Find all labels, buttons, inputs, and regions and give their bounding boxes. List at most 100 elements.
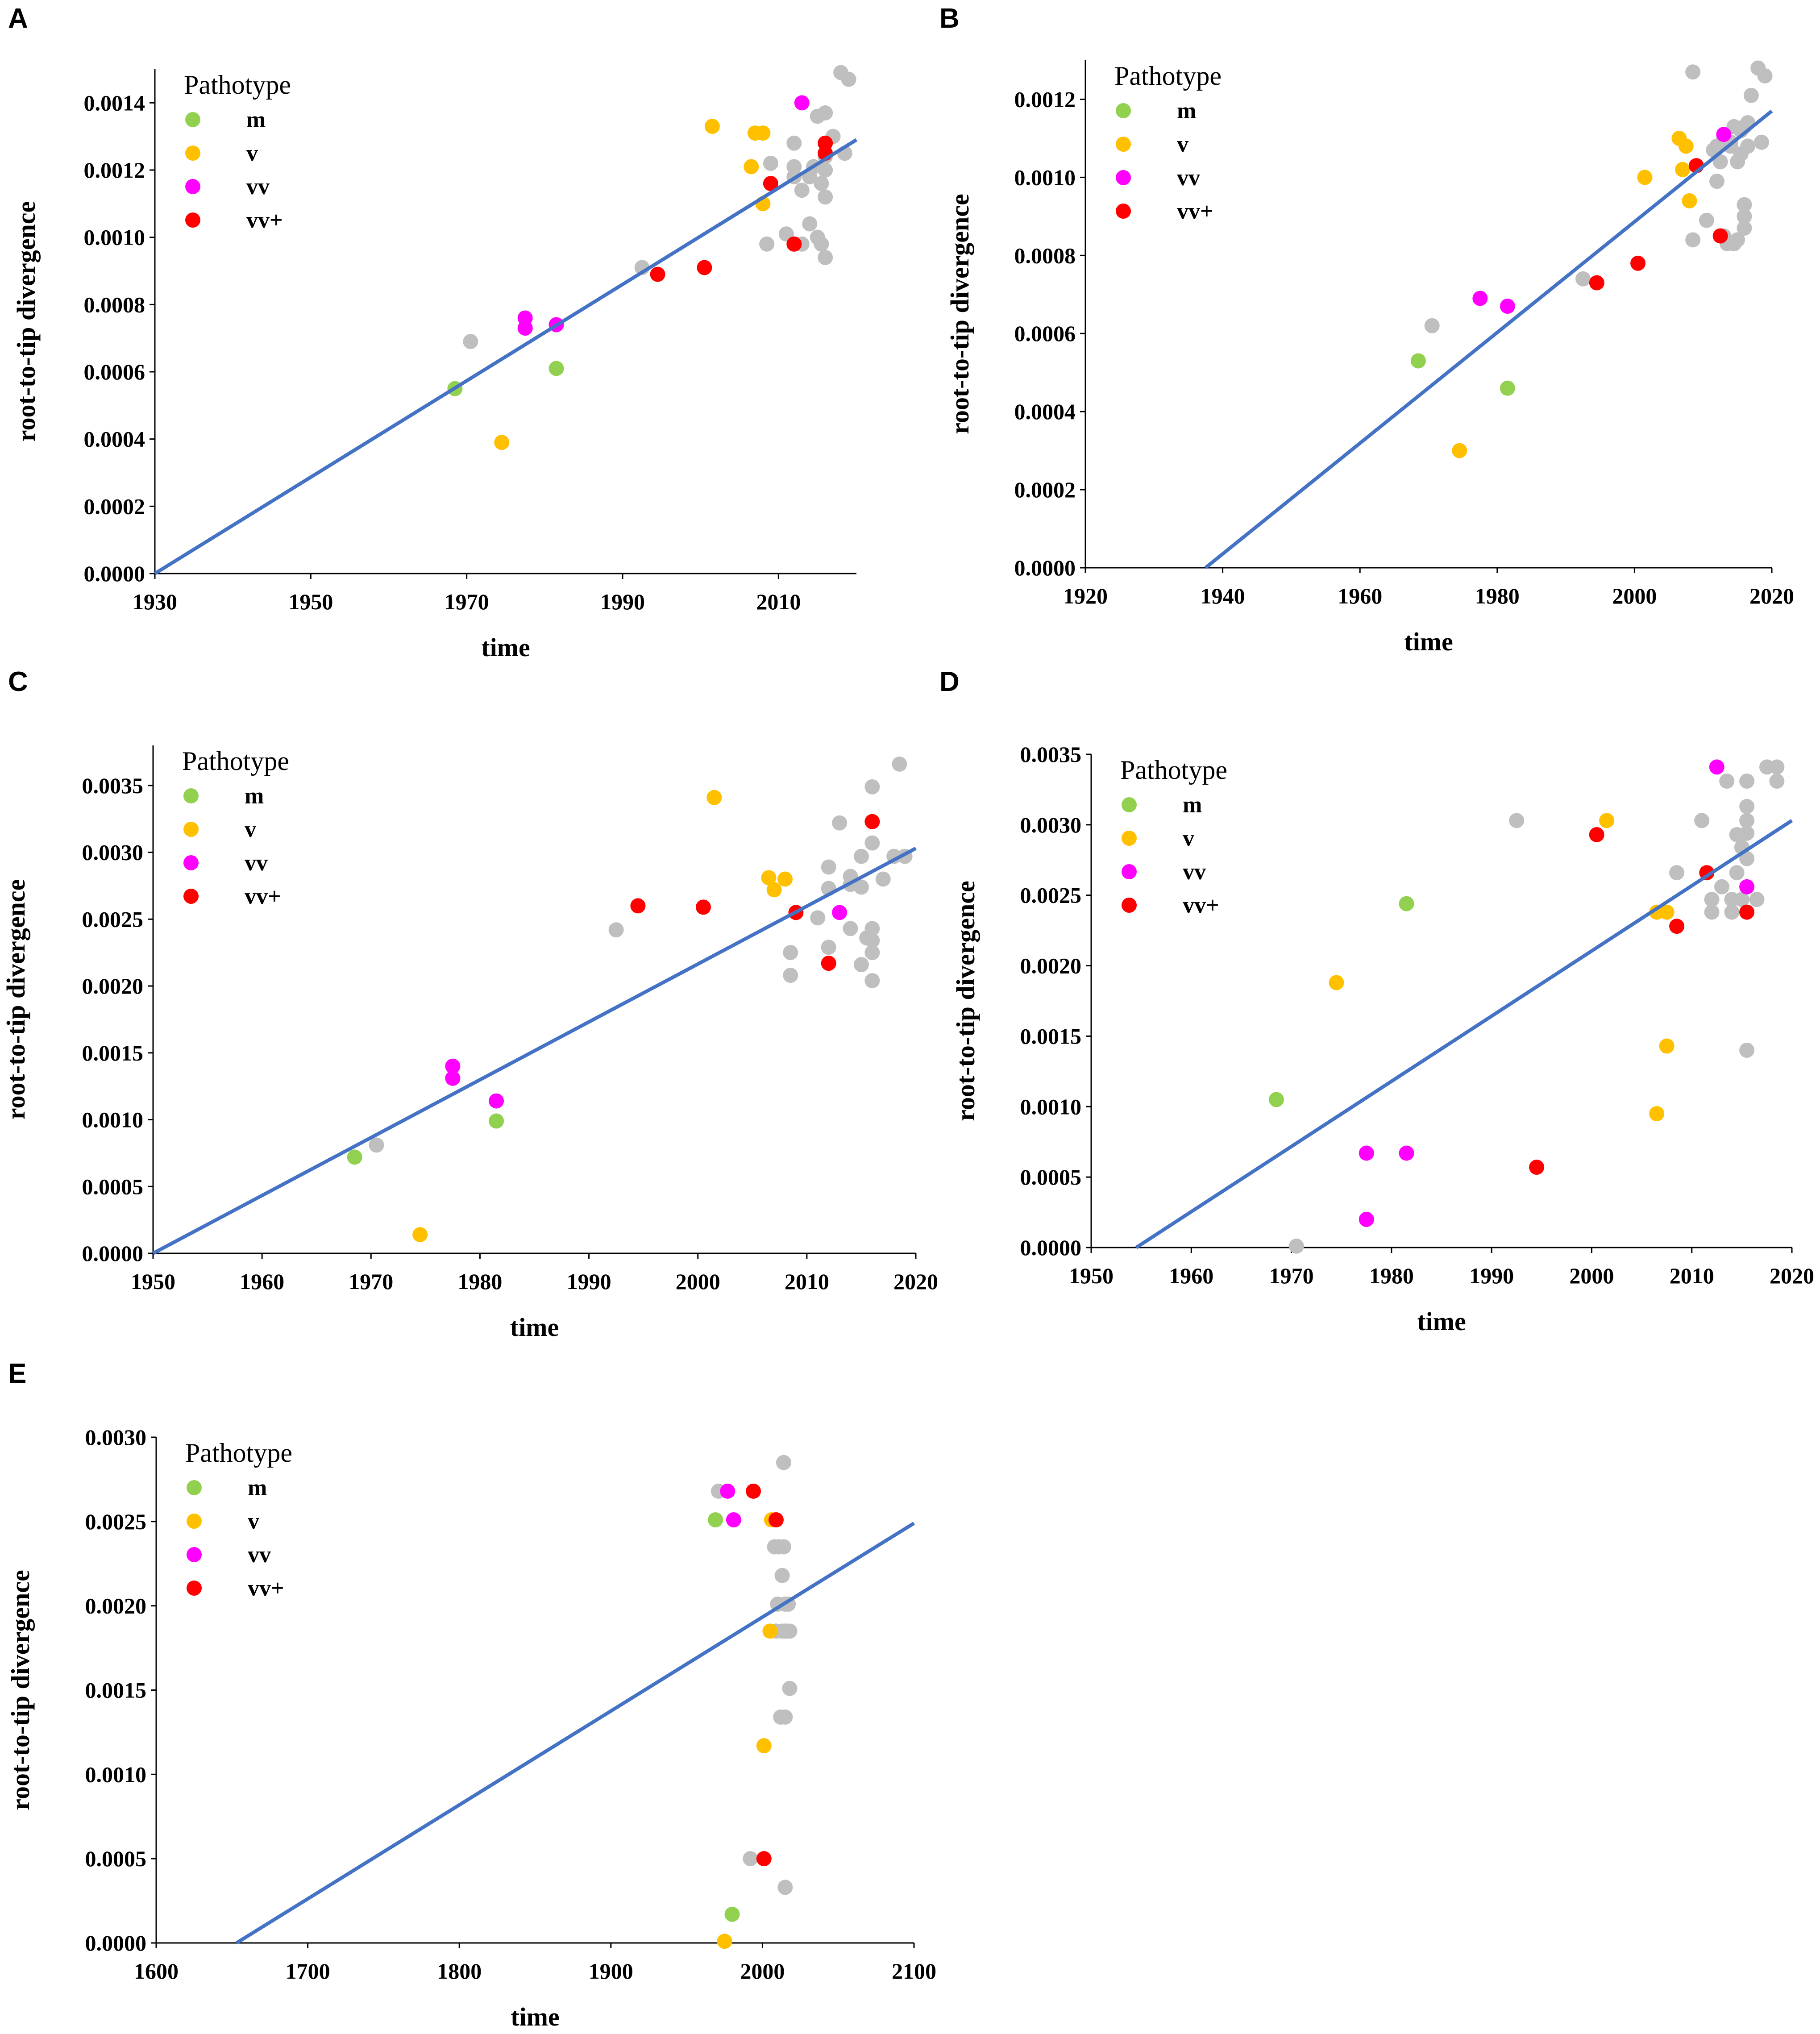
panel-e-x-tick-label: 2000 (740, 1959, 785, 1984)
panel-e-point-m (724, 1906, 740, 1922)
panel-d-x-tick-label: 2010 (1670, 1263, 1714, 1288)
panel-a-legend-label-vv: vv (246, 174, 270, 200)
panel-c-legend-label-v: v (245, 817, 256, 842)
panel-c-point-unassigned (853, 849, 869, 864)
panel-e-legend-marker-vv-plus (187, 1581, 202, 1596)
panel-a-x-tick-label: 1990 (600, 589, 645, 614)
panel-d-point-v (1599, 813, 1615, 828)
panel-a-y-tick-label: 0.0014 (84, 90, 145, 115)
panel-d-legend-marker-v (1122, 831, 1137, 846)
panel-c-y-tick-label: 0.0035 (82, 773, 144, 798)
panel-c-point-unassigned (864, 933, 880, 948)
panel-d-point-v (1649, 1106, 1665, 1122)
panel-e-y-tick-label: 0.0010 (85, 1762, 147, 1787)
panel-a-point-vv-plus (697, 260, 712, 275)
panel-d: D 0.0000 0.0005 0.0010 0.0015 0.0020 0.0025 0.0… (939, 666, 1814, 1336)
panel-c-point-v (766, 882, 782, 898)
panel-e-point-v (756, 1738, 772, 1754)
panel-c-legend-marker-vv-plus (183, 889, 199, 904)
panel-b-y-axis-title: root-to-tip divergence (945, 194, 974, 434)
panel-c-x-tick-label: 2000 (676, 1269, 720, 1294)
panel-a-trend-line (154, 138, 858, 575)
panel-d-legend-marker-m (1122, 797, 1137, 812)
panel-e-point-vv-plus (746, 1483, 761, 1499)
panel-b-legend-marker-vv-plus (1116, 204, 1131, 219)
panel-e-x-tick-label: 1900 (589, 1959, 633, 1984)
panel-c-point-unassigned (783, 945, 798, 961)
panel-b-x-axis-title: time (1404, 627, 1453, 656)
panel-c-x-axis-title: time (510, 1313, 559, 1342)
panel-e-point-v (762, 1623, 778, 1639)
panel-a-y-tick-label: 0.0002 (84, 494, 145, 519)
panel-a-legend-marker-m (185, 112, 200, 127)
panel-d-x-tick-label: 1960 (1169, 1263, 1213, 1288)
panel-a-legend-marker-vv (185, 179, 200, 194)
panel-e-point-unassigned (776, 1539, 791, 1555)
panel-d-point-unassigned (1739, 813, 1755, 828)
panel-c-point-m (347, 1149, 362, 1165)
panel-d-point-vv (1359, 1145, 1374, 1161)
panel-d-point-unassigned (1704, 904, 1720, 920)
panel-c-point-vv-plus (695, 899, 711, 915)
panel-d-point-unassigned (1739, 851, 1755, 866)
panel-c-point-unassigned (843, 921, 858, 936)
panel-c-point-v (761, 870, 777, 886)
panel-d-point-unassigned (1739, 799, 1755, 814)
panel-d-y-axis-title: root-to-tip divergence (951, 881, 980, 1121)
panel-a-letter: A (8, 3, 28, 34)
panel-d-legend-marker-vv (1122, 864, 1137, 879)
panel-d-point-unassigned (1769, 759, 1785, 775)
panel-b-point-vv (1716, 127, 1732, 142)
panel-e-point-vv (720, 1483, 735, 1499)
panel-b-point-unassigned (1737, 197, 1752, 212)
panel-b-y-tick-label: 0.0000 (1014, 555, 1076, 580)
panel-b-y-tick-label: 0.0004 (1014, 399, 1076, 424)
panel-d-point-vv (1399, 1145, 1414, 1161)
panel-e-point-unassigned (743, 1851, 758, 1867)
panel-c-x-tick-label: 2010 (785, 1269, 829, 1294)
panel-c-point-unassigned (864, 921, 880, 936)
panel-d-x-tick-label: 1950 (1069, 1263, 1114, 1288)
panel-d-point-unassigned (1734, 892, 1749, 907)
panel-e-point-m (708, 1512, 723, 1528)
panel-a-point-unassigned (814, 236, 829, 252)
panel-d-y-tick-label: 0.0020 (1020, 953, 1082, 978)
panel-d-point-unassigned (1714, 879, 1729, 894)
panel-b-point-unassigned (1757, 68, 1773, 83)
panel-b-legend-marker-m (1116, 103, 1131, 118)
panel-b-x-tick-label: 2020 (1749, 583, 1794, 608)
panel-c-point-vv (832, 905, 848, 920)
panel-d-point-vv-plus (1669, 919, 1685, 934)
panel-a-x-tick-label: 2010 (756, 589, 801, 614)
panel-e-legend-label-vv-plus: vv+ (248, 1576, 284, 1601)
panel-d-point-m (1399, 896, 1414, 911)
panel-a-y-tick-label: 0.0008 (84, 292, 145, 317)
panel-e-x-tick-label: 2100 (892, 1959, 936, 1984)
panel-e-y-tick-label: 0.0025 (85, 1509, 147, 1534)
panel-c-x-tick-label: 1970 (349, 1269, 393, 1294)
panel-e-y-tick-label: 0.0020 (85, 1593, 147, 1618)
panel-d-legend-label-m: m (1183, 792, 1202, 818)
panel-d-x-tick-label: 2000 (1569, 1263, 1614, 1288)
panel-d-point-unassigned (1724, 904, 1740, 920)
panel-e-point-vv-plus (768, 1512, 784, 1528)
panel-b-point-v (1637, 170, 1653, 185)
panel-c-y-tick-label: 0.0005 (82, 1174, 144, 1199)
panel-c-point-v (777, 871, 793, 887)
panel-e-x-axis-title: time (511, 2002, 560, 2031)
panel-a-point-unassigned (794, 183, 810, 198)
panel-d-point-unassigned (1739, 773, 1755, 789)
panel-c-y-tick-label: 0.0010 (82, 1107, 144, 1132)
panel-b-legend-marker-v (1116, 137, 1131, 152)
panel-c-point-v (412, 1227, 428, 1243)
panel-b-x-tick-label: 1920 (1063, 583, 1108, 608)
panel-a-point-unassigned (759, 236, 775, 252)
panel-b-point-unassigned (1712, 154, 1728, 170)
panel-e-point-unassigned (782, 1680, 798, 1696)
panel-c-legend-marker-m (183, 788, 199, 803)
panel-a-legend-marker-vv-plus (185, 212, 200, 228)
panel-c-legend-label-vv-plus: vv+ (245, 884, 281, 909)
panel-c-point-vv-plus (630, 898, 646, 914)
panel-c-points (347, 756, 913, 1243)
